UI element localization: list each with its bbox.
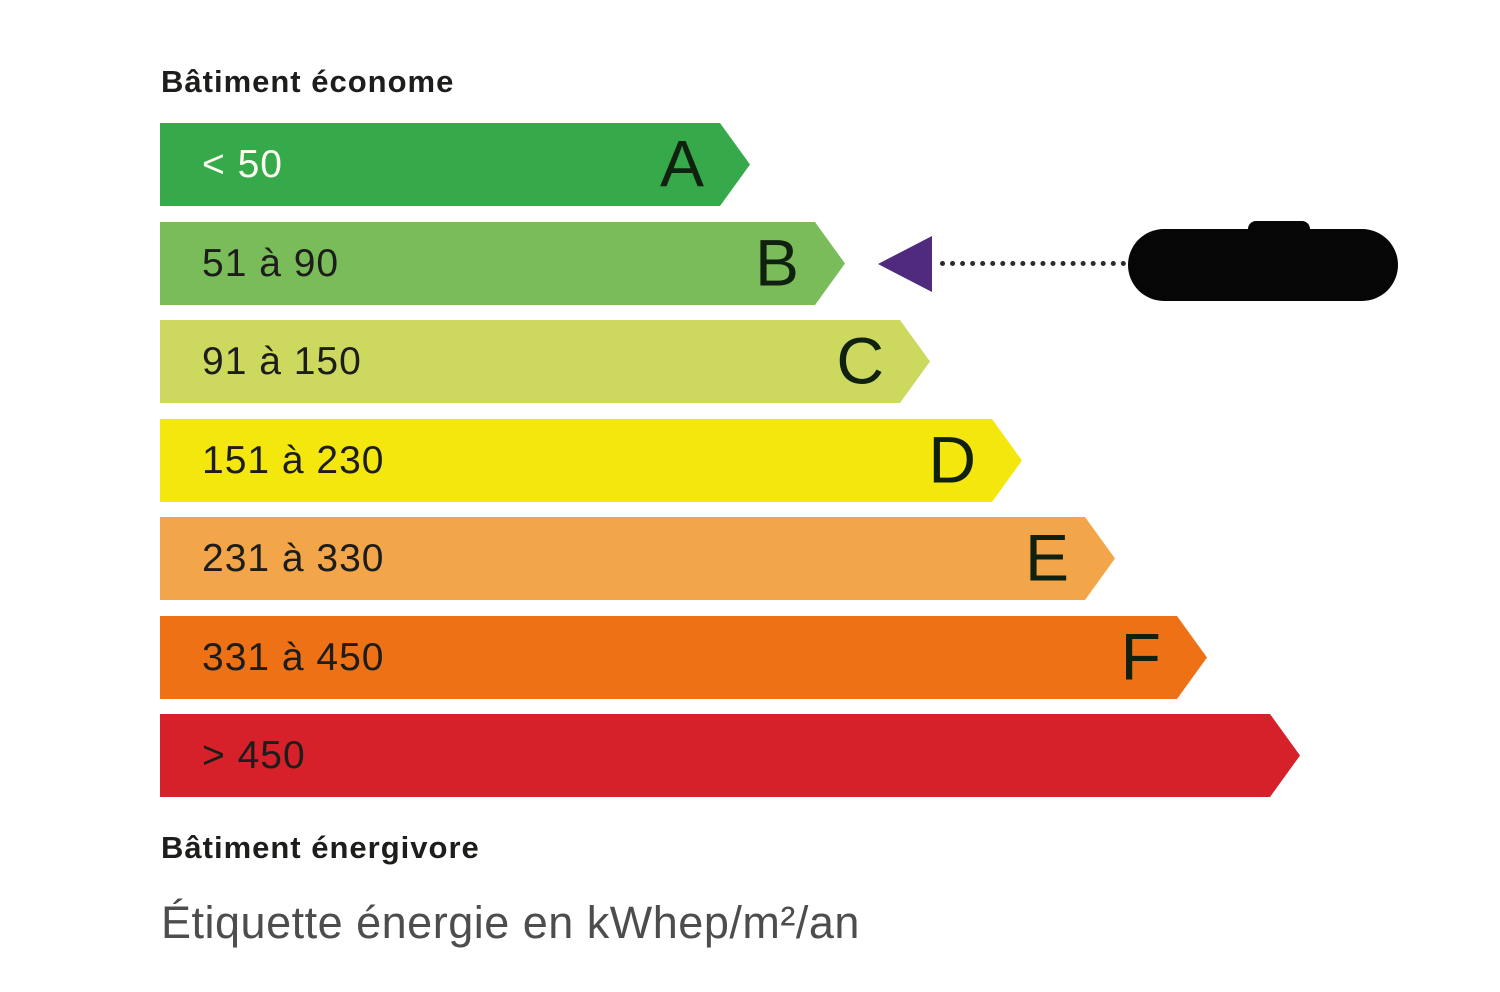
energy-bar-c: 91 à 150 C <box>160 320 930 403</box>
energy-range-g: > 450 <box>202 733 306 777</box>
bottom-label: Bâtiment énergivore <box>161 830 480 865</box>
class-selector-arrow-icon <box>878 236 932 292</box>
energy-bar-e: 231 à 330 E <box>160 517 1115 600</box>
energy-letter-b: B <box>754 225 799 300</box>
energy-range-f: 331 à 450 <box>202 635 385 679</box>
chart-caption: Étiquette énergie en kWhep/m²/an <box>161 897 860 948</box>
energy-bar-f: 331 à 450 F <box>160 616 1207 699</box>
energy-letter-d: D <box>928 422 976 497</box>
energy-range-c: 91 à 150 <box>202 339 362 383</box>
energy-bar-g: > 450 <box>160 714 1300 797</box>
energy-bar-d: 151 à 230 D <box>160 419 1022 502</box>
top-label: Bâtiment économe <box>161 64 455 99</box>
energy-range-b: 51 à 90 <box>202 241 340 285</box>
energy-letter-a: A <box>659 126 704 201</box>
energy-bar-b: 51 à 90 B <box>160 222 845 305</box>
energy-letter-c: C <box>836 323 884 398</box>
indicator-dotted-line <box>940 261 1126 266</box>
energy-letter-f: F <box>1120 619 1161 694</box>
redacted-value-blob-bump <box>1248 221 1310 245</box>
energy-letter-e: E <box>1024 520 1069 595</box>
energy-range-d: 151 à 230 <box>202 438 385 482</box>
energy-range-e: 231 à 330 <box>202 536 385 580</box>
energy-range-a: < 50 <box>202 142 283 186</box>
energy-bar-a: < 50 A <box>160 123 750 206</box>
